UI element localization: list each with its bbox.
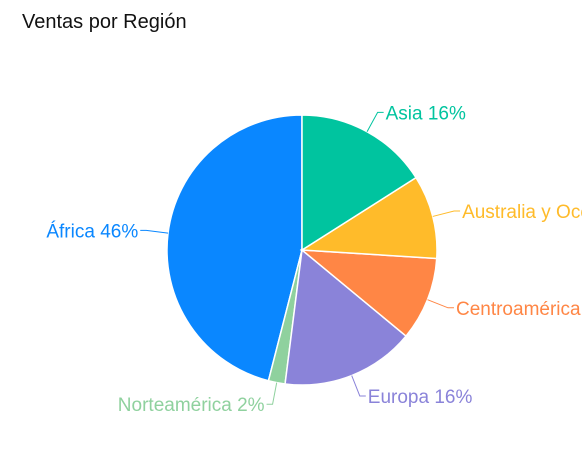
pie-slices	[166, 114, 438, 386]
leader-line-3	[427, 299, 454, 309]
leader-line-5	[366, 111, 384, 132]
slice-label-1: Norteamérica 2%	[118, 395, 265, 416]
chart-title: Ventas por Región	[22, 11, 187, 33]
slice-label-5: Asia 16%	[386, 103, 466, 124]
slice-label-0: África 46%	[46, 221, 138, 242]
slice-label-3: Centroamérica y Caribe 10%	[456, 299, 582, 320]
slice-label-4: Australia y Oceanía 10%	[462, 202, 582, 223]
pie-slice-0[interactable]	[166, 114, 303, 382]
leader-line-0	[140, 229, 169, 234]
slice-label-2: Europa 16%	[368, 387, 473, 408]
leader-line-4	[432, 210, 461, 217]
pie-slice-3[interactable]	[299, 249, 438, 338]
pie-labels: África 46% Norteamérica 2% Europa 16% Centr…	[46, 103, 582, 416]
leader-line-1	[266, 382, 278, 405]
pie-slice-4[interactable]	[299, 176, 438, 260]
leader-line-2	[351, 375, 366, 397]
pie-slice-2[interactable]	[284, 248, 408, 386]
pie-slice-5[interactable]	[301, 114, 418, 252]
